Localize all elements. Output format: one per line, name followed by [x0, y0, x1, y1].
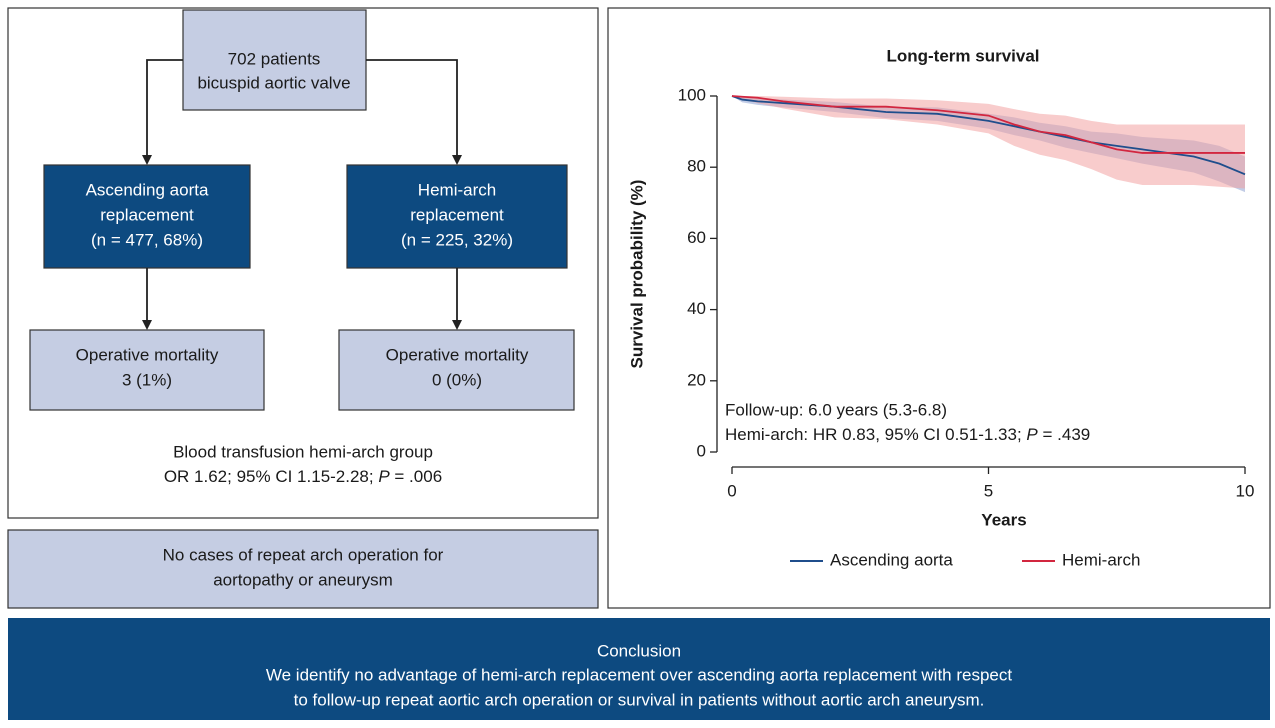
annotation: Hemi-arch: HR 0.83, 95% CI 0.51-1.33; P … — [725, 425, 1090, 444]
conclusion-box — [8, 618, 1270, 720]
y-tick-label: 80 — [687, 157, 706, 176]
top-text: bicuspid aortic valve — [197, 73, 350, 92]
survival-line — [731, 95, 1246, 176]
repeat-box — [7, 529, 599, 609]
chart-title: Long-term survival — [886, 46, 1039, 65]
arrow — [142, 59, 183, 165]
group-text: Hemi-arch — [418, 180, 496, 199]
group-text: replacement — [100, 205, 194, 224]
survival-line — [731, 95, 1245, 154]
outcome-text: Operative mortality — [386, 345, 529, 364]
group-box — [43, 164, 251, 269]
annotation: Follow-up: 6.0 years (5.3-6.8) — [725, 400, 947, 419]
group-text: (n = 477, 68%) — [91, 230, 203, 249]
top-text: 702 patients — [228, 49, 321, 68]
repeat-text: aortopathy or aneurysm — [213, 570, 393, 589]
note-text: OR 1.62; 95% CI 1.15-2.28; P = .006 — [164, 467, 442, 486]
y-tick-label: 20 — [687, 370, 706, 389]
top-box — [182, 9, 367, 111]
x-axis-label: Years — [981, 510, 1026, 529]
chart-frame — [607, 7, 1271, 609]
y-tick-label: 0 — [697, 441, 706, 460]
legend-label: Hemi-arch — [1062, 550, 1140, 569]
plot: 0 20 40 60 80 100 0 5 10 Ascending aorta Hemi-arch — [678, 85, 1255, 569]
note-text: Blood transfusion hemi-arch group — [173, 442, 433, 461]
confidence-band — [732, 96, 1245, 189]
flow-frame — [7, 7, 599, 519]
repeat-text: No cases of repeat arch operation for — [163, 545, 444, 564]
outcome-text: Operative mortality — [76, 345, 219, 364]
y-tick-label: 60 — [687, 228, 706, 247]
y-axis-label: Survival probability (%) — [627, 180, 646, 369]
x-tick-label: 10 — [1236, 481, 1255, 500]
outcome-box — [29, 329, 265, 411]
y-tick-label: 100 — [678, 85, 706, 104]
x-tick-label: 0 — [727, 481, 736, 500]
group-box — [346, 164, 568, 269]
x-tick-label: 5 — [984, 481, 993, 500]
y-tick-label: 40 — [687, 299, 706, 318]
conclusion-heading: Conclusion — [597, 641, 681, 660]
conclusion-text: We identify no advantage of hemi-arch re… — [266, 665, 1012, 684]
group-text: Ascending aorta — [86, 180, 209, 199]
outcome-text: 3 (1%) — [122, 370, 172, 389]
arrow — [366, 59, 462, 165]
outcome-box — [338, 329, 575, 411]
conclusion-text: to follow-up repeat aortic arch operatio… — [294, 690, 985, 709]
group-text: replacement — [410, 205, 504, 224]
legend-label: Ascending aorta — [830, 550, 953, 569]
outcome-text: 0 (0%) — [432, 370, 482, 389]
group-text: (n = 225, 32%) — [401, 230, 513, 249]
